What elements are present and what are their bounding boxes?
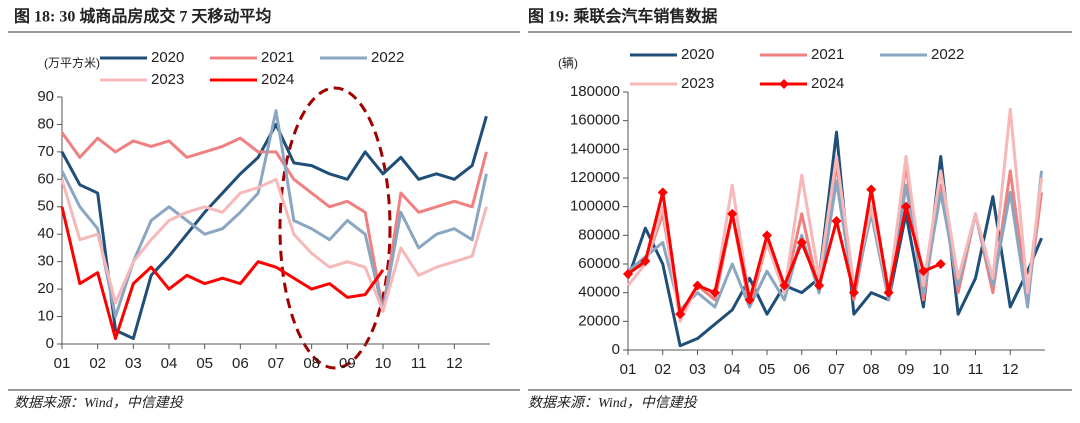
y-tick-label: 90	[37, 88, 54, 105]
y-tick-label: 50	[37, 198, 54, 215]
y-tick-label: 0	[612, 341, 620, 358]
legend-label: 2023	[151, 71, 184, 88]
legend-label: 2022	[371, 49, 404, 66]
point-marker	[692, 280, 703, 291]
x-tick-label: 07	[268, 355, 285, 372]
x-tick-label: 08	[303, 355, 320, 372]
series-line	[626, 130, 1043, 348]
x-tick-label: 11	[411, 355, 427, 372]
point-marker	[657, 187, 668, 198]
point-marker	[901, 201, 911, 212]
x-tick-label: 01	[54, 355, 71, 372]
legend-marker	[779, 79, 789, 89]
series-line	[60, 177, 488, 313]
x-tick-label: 03	[689, 361, 706, 378]
y-tick-label: 100000	[570, 198, 620, 215]
point-marker	[935, 259, 946, 269]
chart-title: 图 19: 乘联会汽车销售数据	[528, 7, 717, 26]
y-tick-label: 80000	[578, 226, 620, 243]
x-tick-label: 04	[724, 361, 741, 378]
series-line	[60, 109, 488, 319]
x-tick-label: 01	[620, 361, 637, 378]
series-line	[60, 115, 488, 341]
point-marker	[744, 294, 755, 305]
legend-label: 2021	[261, 49, 294, 66]
y-axis-label: (辆)	[558, 56, 578, 70]
y-tick-label: 180000	[570, 83, 620, 100]
x-tick-label: 10	[932, 361, 949, 378]
point-marker	[848, 287, 859, 298]
x-tick-label: 09	[898, 361, 915, 378]
legend-label: 2024	[811, 75, 844, 92]
y-tick-label: 80	[37, 115, 54, 132]
highlight-ellipse	[278, 86, 392, 370]
y-tick-label: 60	[37, 170, 54, 187]
y-tick-label: 20	[37, 280, 54, 297]
x-tick-label: 12	[1002, 361, 1019, 378]
y-axis-label: (万平方米)	[44, 55, 100, 70]
series-line	[60, 206, 385, 341]
point-marker	[918, 266, 929, 277]
series-line	[627, 170, 1044, 312]
x-tick-label: 07	[828, 361, 845, 378]
x-tick-label: 12	[446, 355, 463, 372]
series-line	[60, 131, 488, 313]
x-tick-label: 03	[125, 355, 142, 372]
point-marker	[814, 280, 825, 291]
y-tick-label: 40000	[578, 284, 620, 301]
x-tick-label: 08	[863, 361, 880, 378]
y-tick-label: 10	[37, 308, 54, 325]
x-tick-label: 05	[196, 355, 213, 372]
x-tick-label: 02	[89, 355, 106, 372]
point-marker	[779, 280, 790, 291]
y-tick-label: 40	[37, 225, 54, 242]
point-marker	[623, 269, 633, 280]
x-tick-label: 04	[161, 355, 178, 372]
x-tick-label: 11	[968, 361, 984, 378]
x-tick-label: 02	[654, 361, 671, 378]
x-tick-label: 10	[375, 355, 392, 372]
y-tick-label: 20000	[578, 312, 620, 329]
source: 数据来源：Wind，中信建投	[528, 395, 699, 411]
y-tick-label: 30	[37, 253, 54, 270]
y-tick-label: 140000	[570, 140, 620, 157]
legend-label: 2020	[151, 49, 184, 66]
point-marker	[883, 287, 894, 298]
legend-label: 2021	[811, 46, 844, 63]
y-tick-label: 120000	[570, 169, 620, 186]
x-tick-label: 06	[232, 355, 249, 372]
x-tick-label: 06	[793, 361, 810, 378]
y-tick-label: 160000	[570, 112, 620, 129]
point-marker	[796, 237, 807, 248]
point-marker	[709, 287, 720, 298]
point-marker	[727, 208, 738, 219]
point-marker	[831, 216, 842, 226]
legend-label: 2024	[261, 71, 294, 88]
point-marker	[866, 184, 877, 195]
point-marker	[762, 230, 772, 241]
point-marker	[675, 309, 686, 320]
x-tick-label: 05	[759, 361, 776, 378]
chart-title: 图 18: 30 城商品房成交 7 天移动平均	[14, 7, 271, 26]
legend-label: 2023	[681, 75, 714, 92]
y-tick-label: 60000	[578, 255, 620, 272]
source: 数据来源：Wind，中信建投	[14, 395, 185, 411]
y-tick-label: 70	[37, 143, 54, 160]
y-tick-label: 0	[46, 335, 54, 352]
legend-label: 2020	[681, 46, 714, 63]
legend-label: 2022	[931, 46, 964, 63]
point-marker	[640, 256, 651, 267]
x-tick-label: 09	[339, 355, 356, 372]
